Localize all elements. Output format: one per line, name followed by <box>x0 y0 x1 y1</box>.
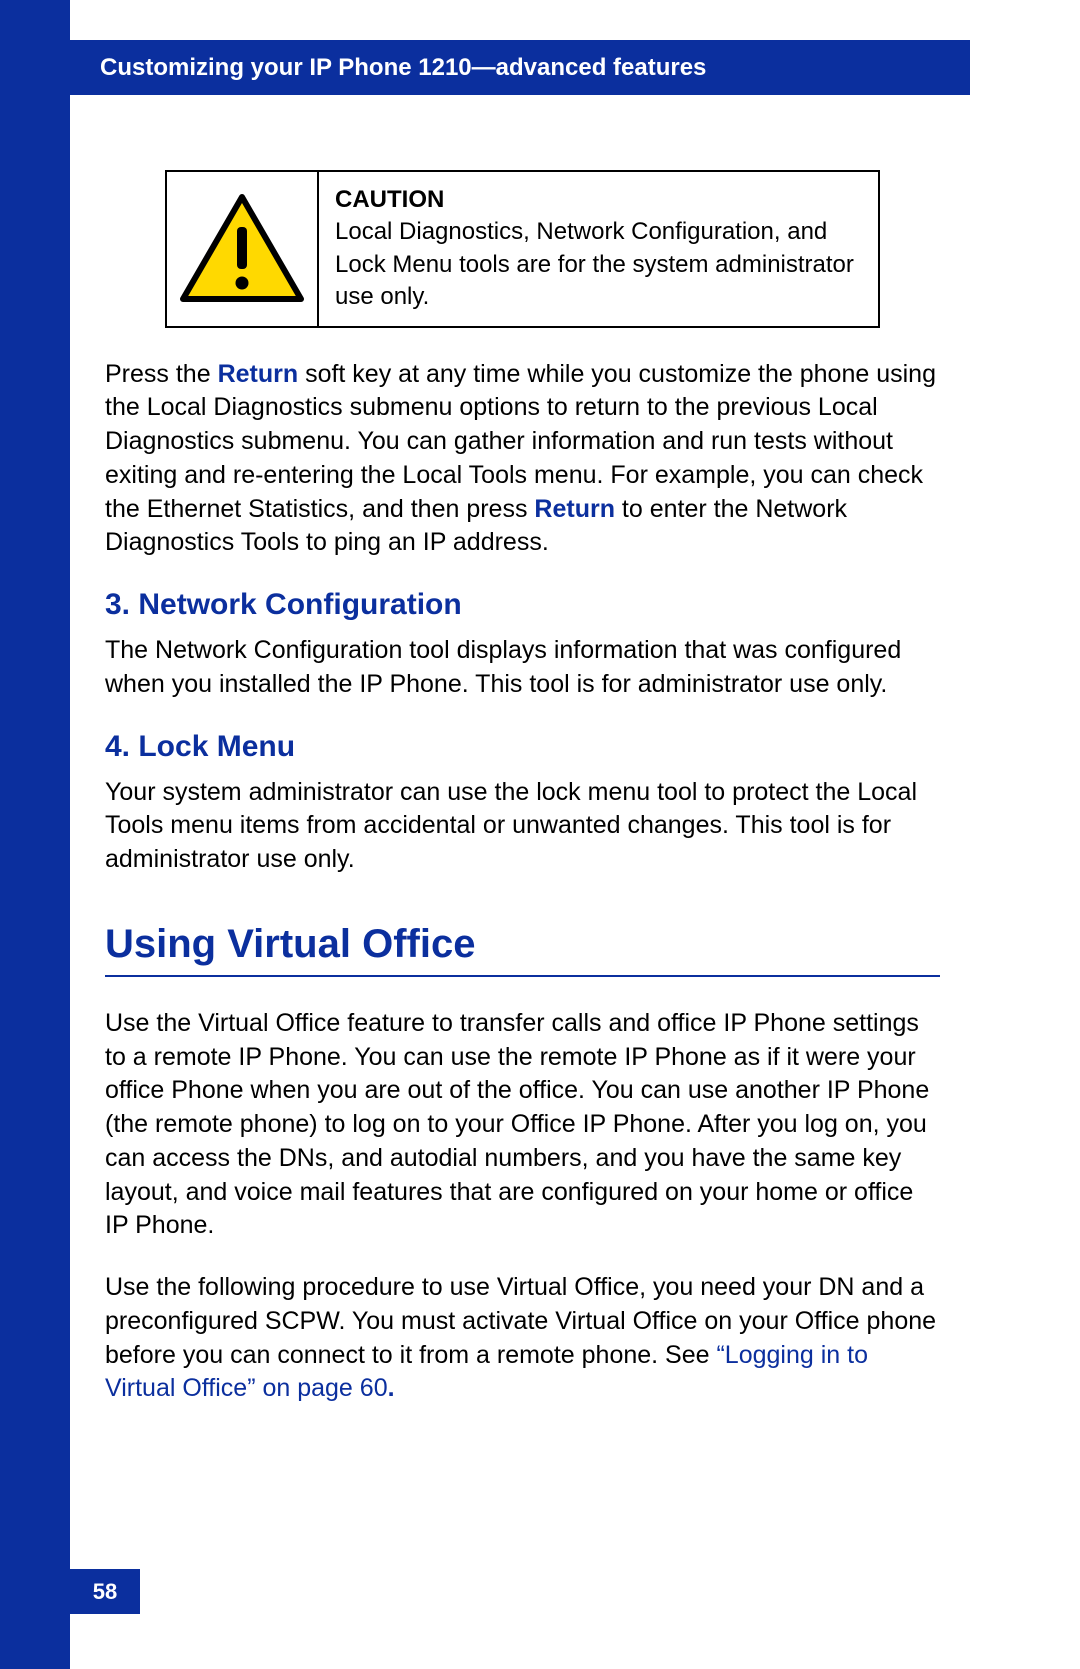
caution-body: Local Diagnostics, Network Configuration… <box>335 218 854 310</box>
return-key-label: Return <box>218 360 299 388</box>
text-fragment: Press the <box>105 360 218 388</box>
page-content: CAUTION Local Diagnostics, Network Confi… <box>105 170 940 1434</box>
network-config-heading: 3. Network Configuration <box>105 588 940 622</box>
virtual-office-p2: Use the following procedure to use Virtu… <box>105 1271 940 1406</box>
heading-rule <box>105 975 940 977</box>
header-title: Customizing your IP Phone 1210—advanced … <box>100 54 706 82</box>
virtual-office-heading: Using Virtual Office <box>105 922 940 967</box>
left-margin-bar <box>0 0 70 1669</box>
page-header: Customizing your IP Phone 1210—advanced … <box>70 40 970 95</box>
return-key-label: Return <box>534 495 615 523</box>
text-fragment: . <box>388 1374 395 1402</box>
caution-title: CAUTION <box>335 186 444 213</box>
page-number-value: 58 <box>93 1579 117 1605</box>
caution-box: CAUTION Local Diagnostics, Network Confi… <box>165 170 880 328</box>
return-key-paragraph: Press the Return soft key at any time wh… <box>105 358 940 561</box>
caution-text-cell: CAUTION Local Diagnostics, Network Confi… <box>319 172 878 326</box>
network-config-body: The Network Configuration tool displays … <box>105 634 940 702</box>
lock-menu-heading: 4. Lock Menu <box>105 730 940 764</box>
lock-menu-body: Your system administrator can use the lo… <box>105 776 940 877</box>
caution-triangle-icon <box>177 191 307 306</box>
caution-icon-cell <box>167 172 319 326</box>
virtual-office-p1: Use the Virtual Office feature to transf… <box>105 1007 940 1243</box>
page-number: 58 <box>70 1569 140 1614</box>
